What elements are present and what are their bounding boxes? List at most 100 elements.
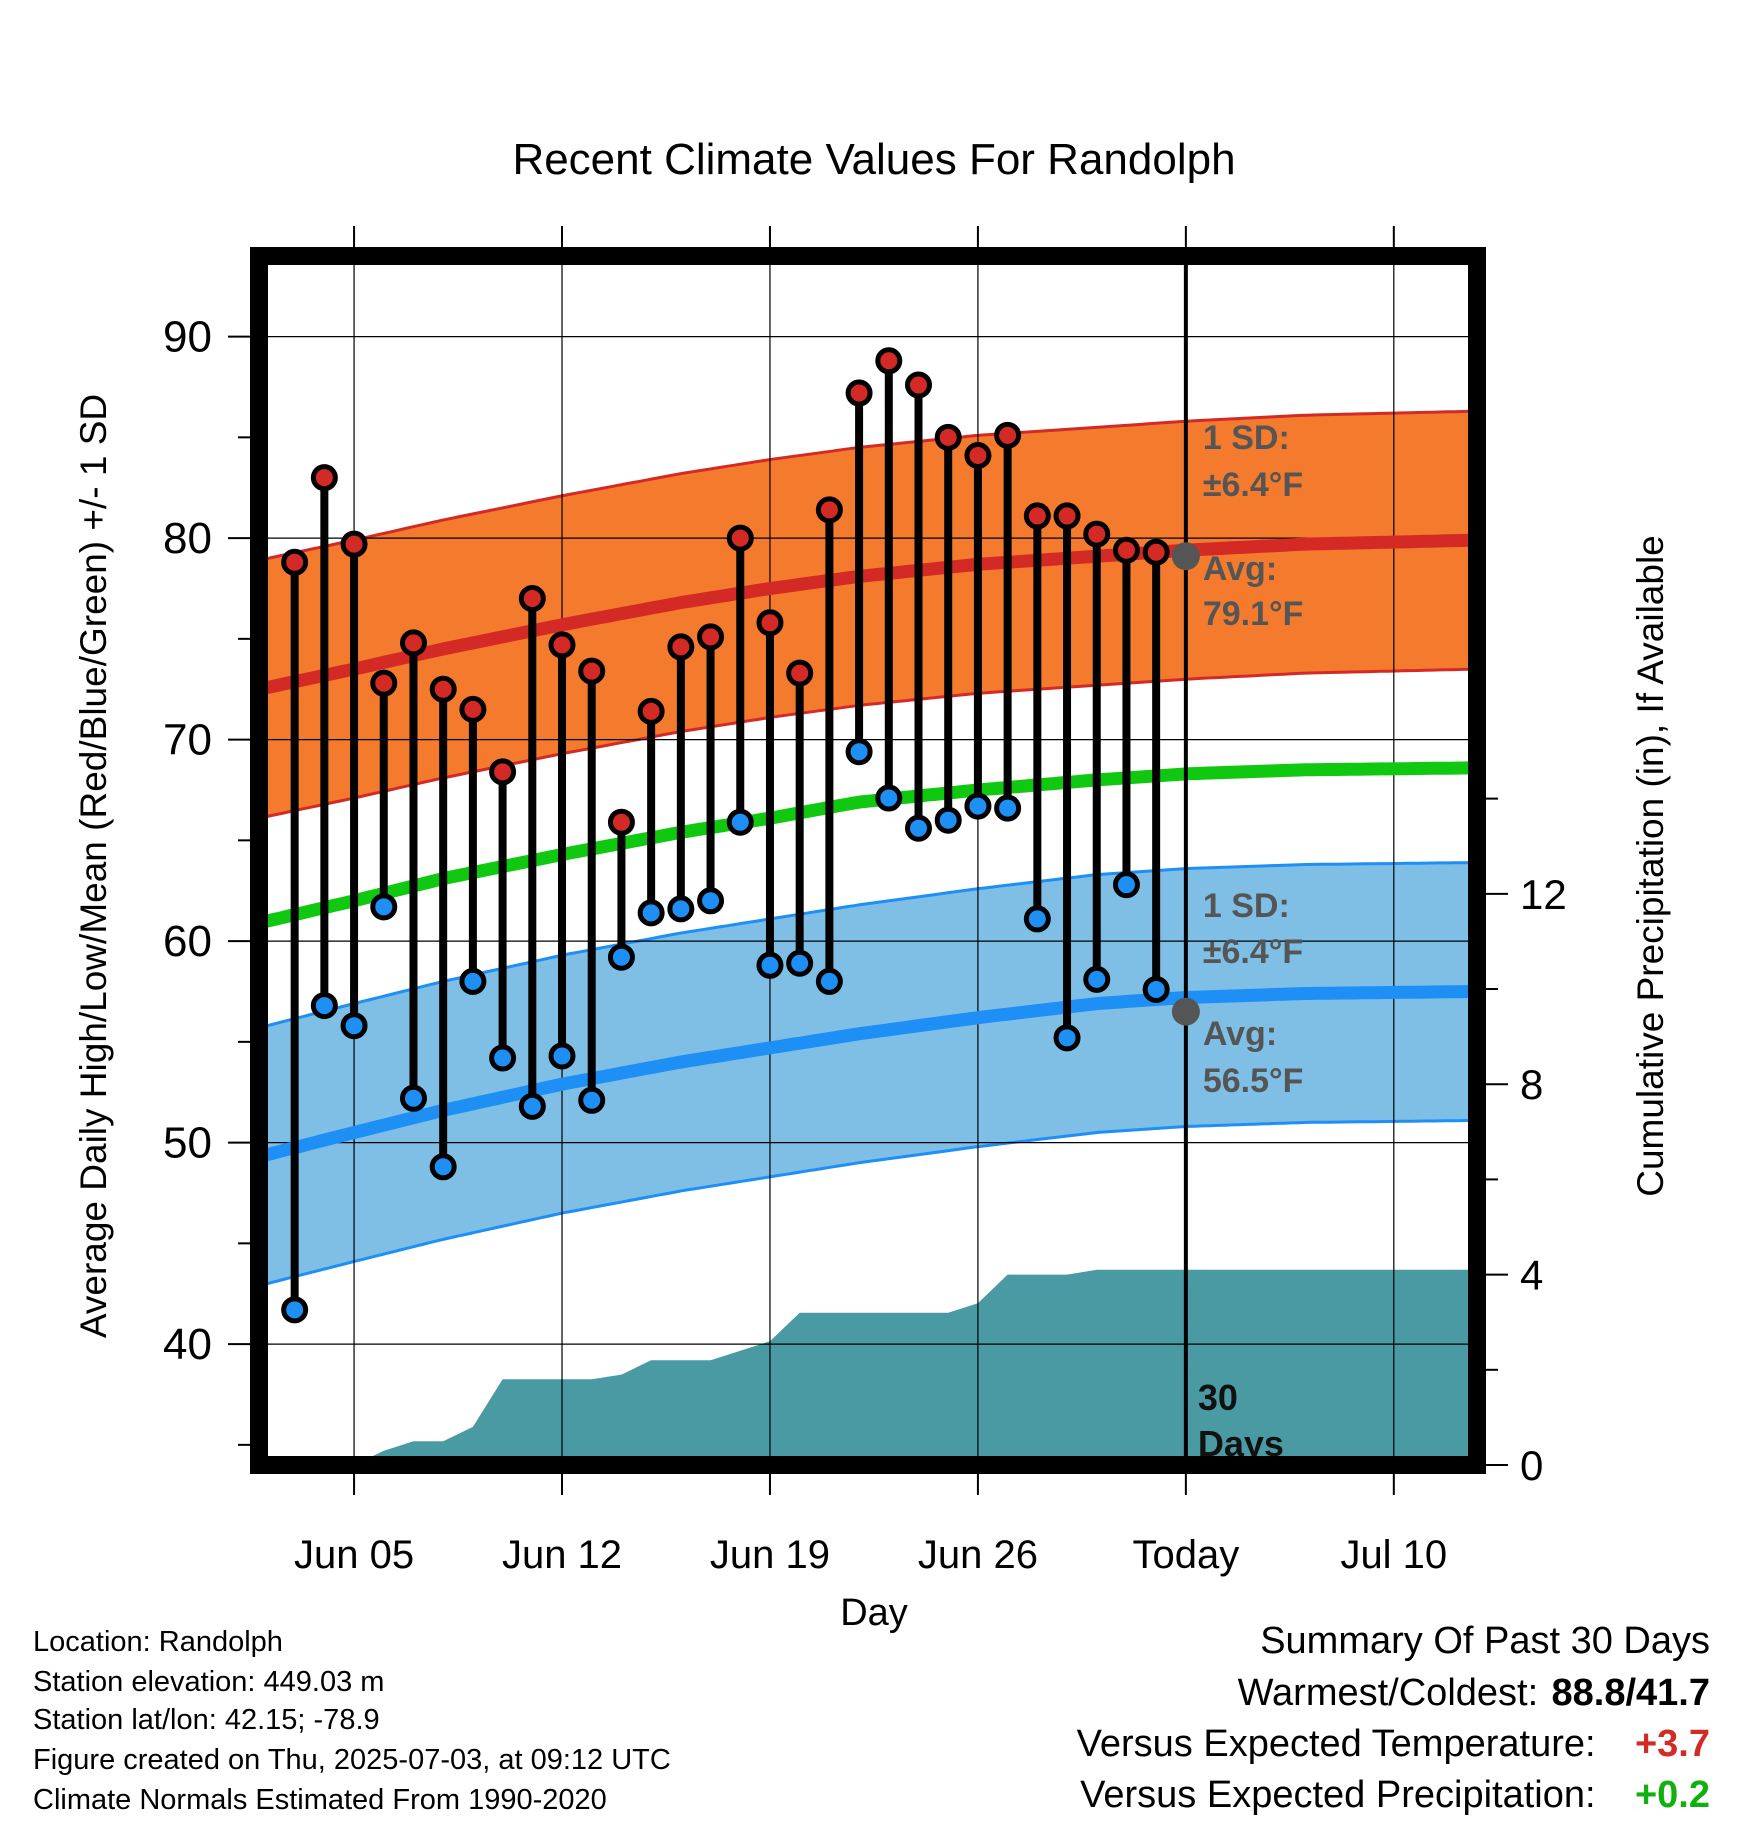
- normals-info: Climate Normals Estimated From 1990-2020: [33, 1784, 607, 1816]
- high-marker: [726, 524, 754, 552]
- days-count-label: 30: [1198, 1377, 1238, 1418]
- x-tick-label: Jun 05: [294, 1533, 414, 1577]
- summary-heading-text: Summary Of Past 30 Days: [1260, 1620, 1710, 1662]
- high-marker: [875, 347, 903, 375]
- plot-frame: [250, 247, 1486, 1474]
- low-marker: [667, 895, 695, 923]
- high-marker: [697, 623, 725, 651]
- low-marker: [429, 1153, 457, 1181]
- high-marker: [578, 657, 606, 685]
- chart-title: Recent Climate Values For Randolph: [512, 135, 1235, 184]
- high-sd-label: 1 SD:: [1203, 419, 1290, 457]
- high-marker: [607, 808, 635, 836]
- high-band-upper-edge: [258, 409, 1478, 562]
- y-right-tick-label: 8: [1520, 1061, 1543, 1108]
- high-marker: [1053, 502, 1081, 530]
- low-marker: [697, 887, 725, 915]
- created-info: Figure created on Thu, 2025-07-03, at 09…: [33, 1744, 671, 1776]
- high-band-lower-edge: [258, 667, 1478, 820]
- low-marker: [1023, 905, 1051, 933]
- low-marker: [756, 951, 784, 979]
- coldest-value: 41.7: [1636, 1672, 1710, 1714]
- low-marker: [1142, 975, 1170, 1003]
- low-marker: [994, 794, 1022, 822]
- high-marker: [637, 697, 665, 725]
- high-marker: [310, 464, 338, 492]
- precipitation-area: [259, 1269, 1477, 1465]
- high-marker: [756, 609, 784, 637]
- y-right-tick-label: 4: [1520, 1252, 1543, 1299]
- high-marker: [1083, 520, 1111, 548]
- precip-fill: [259, 1269, 1477, 1465]
- low-avg-label: Avg:: [1203, 1015, 1277, 1053]
- high-marker: [459, 695, 487, 723]
- warm-cold-label: Warmest/Coldest:: [1237, 1672, 1539, 1714]
- summary-precip: Versus Expected Precipitation: +0.2: [1080, 1774, 1710, 1817]
- high-marker: [340, 530, 368, 558]
- x-axis-label: Day: [840, 1592, 908, 1634]
- daily-stems: [290, 360, 1161, 1310]
- low-marker: [399, 1084, 427, 1112]
- high-sd-value: ±6.4°F: [1203, 466, 1303, 504]
- low-marker: [607, 943, 635, 971]
- low-marker: [1112, 871, 1140, 899]
- y-right-tick-label: 12: [1520, 871, 1567, 918]
- low-marker: [786, 949, 814, 977]
- low-marker: [370, 893, 398, 921]
- low-marker: [489, 1044, 517, 1072]
- y-right-tick-label: 0: [1520, 1442, 1543, 1489]
- high-marker: [994, 421, 1022, 449]
- high-avg-value: 79.1°F: [1203, 595, 1304, 633]
- high-marker: [518, 585, 546, 613]
- low-sd-label: 1 SD:: [1203, 887, 1290, 925]
- precip-label: Versus Expected Precipitation:: [1080, 1774, 1596, 1816]
- high-marker: [429, 675, 457, 703]
- today-layer: [1171, 256, 1200, 1465]
- latlon-info: Station lat/lon: 42.15; -78.9: [33, 1704, 380, 1736]
- x-tick-label: Jun 12: [502, 1533, 622, 1577]
- warmest-value: 88.8: [1551, 1672, 1626, 1714]
- high-marker: [1142, 538, 1170, 566]
- today-low-normal-dot: [1171, 997, 1200, 1026]
- summary-temp: Versus Expected Temperature: +3.7: [1077, 1723, 1710, 1766]
- summary-warm-cold: Warmest/Coldest: 88.8/41.7: [1238, 1672, 1710, 1715]
- low-marker: [875, 784, 903, 812]
- high-marker: [1023, 502, 1051, 530]
- high-avg-label: Avg:: [1203, 550, 1277, 588]
- low-marker: [281, 1296, 309, 1324]
- low-marker: [340, 1012, 368, 1040]
- x-tick-label: Today: [1132, 1533, 1239, 1577]
- high-marker: [281, 548, 309, 576]
- precip-value: +0.2: [1634, 1774, 1710, 1816]
- low-marker: [845, 738, 873, 766]
- low-marker: [934, 806, 962, 834]
- today-high-normal-dot: [1171, 542, 1200, 571]
- temp-value: +3.7: [1634, 1723, 1710, 1765]
- summary-heading: Summary Of Past 30 Days: [1260, 1620, 1710, 1663]
- high-marker: [934, 423, 962, 451]
- y-axis-label-right: Cumulative Precipitation (in), If Availa…: [1630, 535, 1671, 1197]
- y-tick-label: 40: [163, 1320, 212, 1369]
- elevation-info: Station elevation: 449.03 m: [33, 1666, 385, 1698]
- low-marker: [459, 967, 487, 995]
- daily-markers: [281, 347, 1170, 1324]
- y-tick-label: 90: [163, 313, 212, 362]
- annotations: 1 SD: ±6.4°F Avg: 79.1°F 1 SD: ±6.4°F Avg: 56.5…: [1198, 419, 1304, 1464]
- low-marker: [815, 967, 843, 995]
- normal-lines: [257, 533, 1478, 1163]
- high-marker: [1112, 536, 1140, 564]
- low-marker: [637, 899, 665, 927]
- x-tick-label: Jul 10: [1340, 1533, 1447, 1577]
- x-tick-label: Jun 19: [710, 1533, 830, 1577]
- low-marker: [310, 992, 338, 1020]
- y-tick-label: 70: [163, 716, 212, 765]
- y-tick-label: 60: [163, 917, 212, 966]
- low-marker: [1053, 1024, 1081, 1052]
- location-info: Location: Randolph: [33, 1626, 283, 1658]
- temp-label: Versus Expected Temperature:: [1076, 1723, 1596, 1765]
- high-marker: [548, 631, 576, 659]
- low-marker: [1083, 965, 1111, 993]
- high-marker: [667, 633, 695, 661]
- high-marker: [964, 441, 992, 469]
